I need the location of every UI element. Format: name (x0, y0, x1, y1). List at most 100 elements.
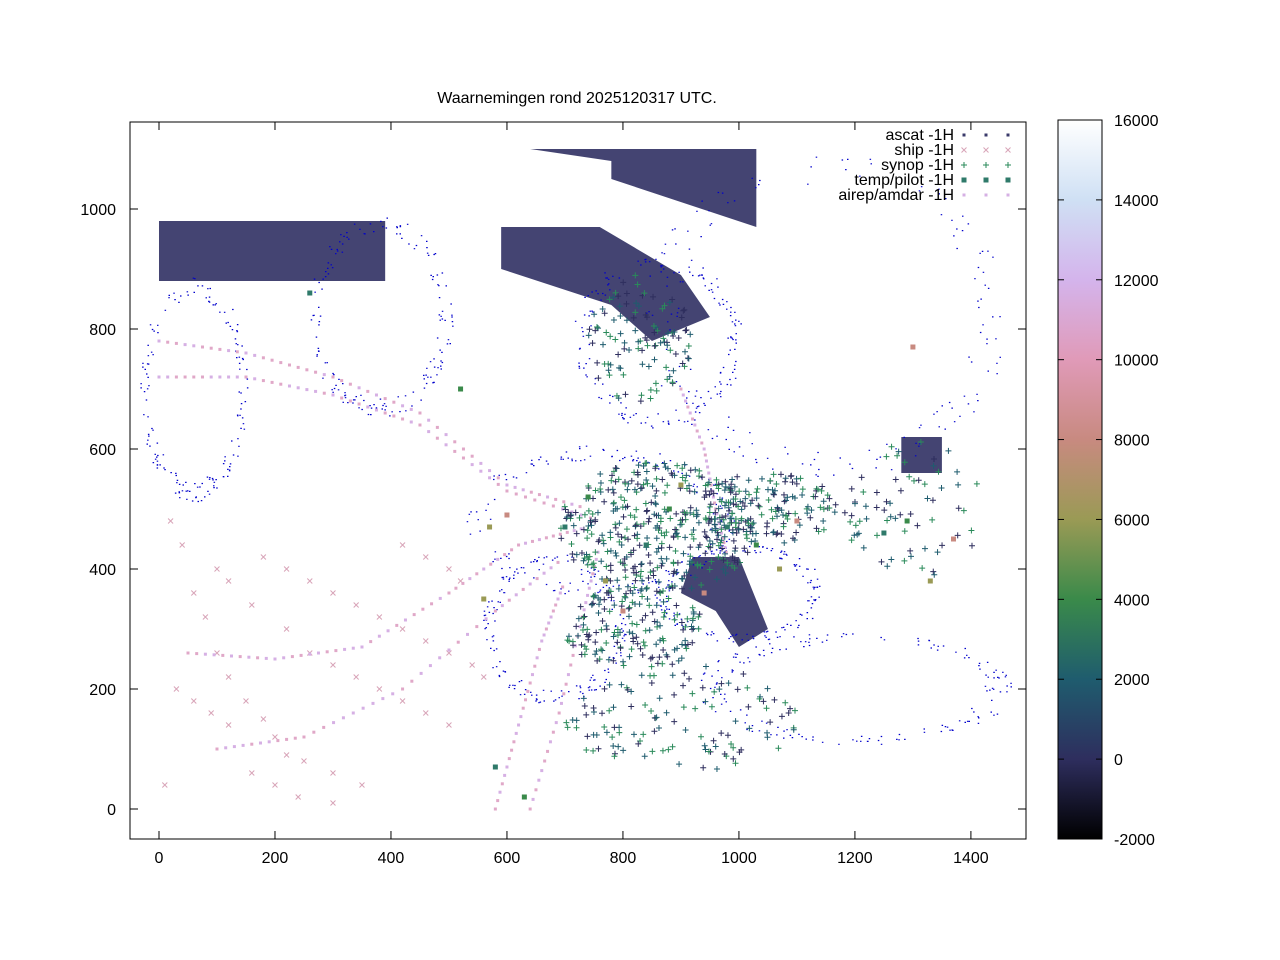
ship-point (422, 638, 429, 644)
airep-point (561, 585, 565, 589)
ship-point (225, 578, 232, 584)
synop-point (630, 731, 637, 738)
synop-point (592, 516, 599, 523)
synop-point (635, 338, 642, 345)
synop-point (594, 359, 601, 366)
airep-point (435, 425, 439, 429)
synop-point (678, 655, 685, 662)
legend-marker (984, 193, 988, 197)
synop-point (778, 713, 785, 720)
synop-point (580, 614, 587, 621)
synop-point (895, 448, 902, 455)
synop-points-layer (557, 272, 980, 772)
synop-point (738, 506, 745, 513)
synop-point (780, 512, 787, 519)
synop-point (566, 638, 573, 645)
airep-point (296, 386, 300, 390)
airep-point (571, 653, 575, 657)
synop-point (736, 488, 743, 495)
synop-point (648, 499, 655, 506)
synop-point (653, 475, 660, 482)
airep-point (332, 721, 336, 725)
airep-point (461, 456, 465, 460)
synop-point (706, 566, 713, 573)
synop-point (706, 538, 713, 545)
synop-point (954, 468, 961, 475)
airep-point (340, 396, 344, 400)
airep-point (361, 706, 365, 710)
synop-point (671, 646, 678, 653)
airep-point (695, 429, 699, 433)
ship-point (272, 782, 278, 788)
synop-point (599, 532, 606, 539)
ship-points-layer (161, 518, 487, 806)
airep-point (542, 501, 546, 505)
synop-point (732, 491, 739, 498)
synop-point (599, 647, 606, 654)
synop-point (930, 462, 937, 469)
synop-point (907, 553, 914, 560)
ship-point (330, 800, 336, 806)
airep-points-layer (157, 339, 728, 811)
synop-point (721, 750, 728, 757)
synop-point (685, 355, 692, 362)
temp-point (881, 530, 887, 536)
ship-point (260, 716, 267, 722)
synop-point (663, 529, 670, 536)
airep-point (200, 375, 204, 379)
airep-point (435, 436, 439, 440)
synop-point (782, 475, 789, 482)
synop-point (705, 520, 712, 527)
airep-point (524, 541, 528, 545)
synop-point (687, 544, 694, 551)
synop-point (638, 392, 645, 399)
synop-point (564, 514, 571, 521)
synop-point (860, 488, 867, 495)
airep-point (584, 601, 588, 605)
synop-point (652, 380, 659, 387)
synop-point (603, 729, 610, 736)
synop-point (585, 556, 592, 563)
synop-point (664, 653, 671, 660)
airep-point (282, 656, 286, 660)
synop-point (715, 532, 722, 539)
airep-point (543, 759, 547, 763)
synop-point (623, 290, 630, 297)
synop-point (701, 528, 708, 535)
synop-point (706, 509, 713, 516)
airep-point (256, 656, 260, 660)
x-tick-label: 400 (378, 850, 405, 867)
synop-point (570, 642, 577, 649)
synop-point (665, 595, 672, 602)
synop-point (683, 472, 690, 479)
airep-point (371, 701, 375, 705)
synop-point (873, 504, 880, 511)
airep-point (366, 405, 370, 409)
synop-point (570, 522, 577, 529)
synop-point (682, 477, 689, 484)
synop-point (684, 615, 691, 622)
synop-point (626, 346, 633, 353)
synop-point (653, 487, 660, 494)
synop-point (848, 512, 855, 519)
airep-point (537, 538, 541, 542)
synop-point (693, 513, 700, 520)
y-tick-label: 0 (107, 802, 116, 819)
colorbar-tick-label: -2000 (1114, 832, 1155, 849)
airep-point (334, 649, 338, 653)
synop-point (652, 500, 659, 507)
airep-point (322, 725, 326, 729)
synop-point (818, 487, 825, 494)
synop-point (622, 594, 629, 601)
synop-point (659, 660, 666, 667)
synop-point (617, 494, 624, 501)
synop-point (603, 329, 610, 336)
synop-point (907, 547, 914, 554)
synop-point (820, 526, 827, 533)
ship-point (272, 734, 278, 740)
ship-point (376, 614, 383, 620)
synop-point (706, 491, 713, 498)
airep-point (392, 414, 396, 418)
synop-point (915, 477, 922, 484)
airep-point (421, 607, 425, 611)
